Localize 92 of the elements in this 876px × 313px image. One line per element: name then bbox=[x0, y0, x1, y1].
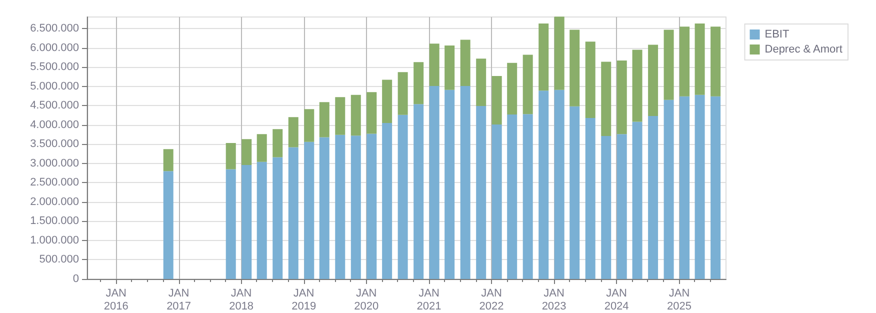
bar bbox=[710, 96, 721, 279]
legend-label: EBIT bbox=[764, 28, 790, 40]
bar bbox=[476, 58, 486, 106]
bar bbox=[570, 106, 580, 279]
bar bbox=[382, 80, 392, 123]
x-tick-label: JAN 2022 bbox=[479, 288, 504, 312]
bar bbox=[350, 136, 361, 279]
bar bbox=[476, 106, 486, 279]
bar bbox=[288, 117, 298, 148]
bar bbox=[585, 42, 596, 118]
bar bbox=[414, 104, 424, 279]
y-tick-label: 1.000.000 bbox=[30, 234, 79, 246]
y-tick-label: 0 bbox=[72, 273, 79, 285]
bar bbox=[272, 129, 283, 158]
y-tick-label: 2.000.000 bbox=[30, 196, 79, 208]
bar bbox=[398, 114, 408, 279]
y-tick-label: 4.500.000 bbox=[30, 100, 79, 112]
y-tick-label: 5.000.000 bbox=[30, 80, 79, 92]
bar bbox=[648, 44, 658, 116]
bar bbox=[242, 164, 252, 279]
bar bbox=[601, 136, 612, 279]
bar bbox=[664, 30, 674, 100]
bar bbox=[272, 157, 283, 279]
x-tick-label: JAN 2019 bbox=[292, 288, 316, 312]
bar bbox=[632, 122, 642, 279]
x-tick-label: JAN 2021 bbox=[416, 288, 442, 312]
bar bbox=[444, 90, 455, 279]
bar bbox=[648, 116, 658, 279]
bar bbox=[366, 92, 377, 134]
bar bbox=[554, 16, 564, 90]
bar bbox=[664, 100, 674, 279]
bar bbox=[507, 114, 518, 279]
y-tick-label: 3.500.000 bbox=[30, 138, 79, 150]
bar bbox=[710, 26, 721, 96]
bar bbox=[242, 139, 252, 165]
bar bbox=[335, 134, 346, 279]
y-tick-label: 3.000.000 bbox=[30, 157, 79, 170]
y-tick-label: 6.000.000 bbox=[30, 42, 79, 54]
bar bbox=[256, 134, 267, 162]
x-tick-label: JAN 2024 bbox=[604, 288, 629, 312]
bar bbox=[226, 142, 236, 170]
bar bbox=[680, 96, 690, 279]
x-tick-label: JAN 2018 bbox=[229, 288, 254, 312]
bar bbox=[429, 86, 440, 279]
bar bbox=[163, 149, 174, 172]
bar bbox=[304, 142, 314, 279]
x-tick-label: JAN 2023 bbox=[542, 288, 566, 312]
bar bbox=[538, 90, 549, 279]
x-tick-label: JAN 2025 bbox=[667, 288, 692, 312]
bar bbox=[492, 76, 502, 124]
y-tick-label: 1.500.000 bbox=[30, 215, 79, 228]
bar bbox=[256, 162, 267, 279]
bar bbox=[398, 72, 408, 115]
bar bbox=[632, 50, 642, 122]
y-tick-label: 6.500.000 bbox=[30, 22, 79, 35]
x-tick-label: JAN 2016 bbox=[104, 288, 128, 312]
bar bbox=[538, 24, 549, 91]
bar bbox=[616, 60, 627, 134]
bar bbox=[694, 24, 705, 95]
bar bbox=[444, 46, 455, 90]
bar bbox=[163, 171, 174, 279]
bar bbox=[585, 118, 596, 279]
y-tick-label: 5.500.000 bbox=[30, 61, 79, 74]
bar bbox=[554, 90, 564, 279]
bar bbox=[460, 86, 470, 279]
bar bbox=[304, 109, 314, 142]
bar bbox=[414, 62, 424, 104]
x-tick-label: JAN 2017 bbox=[166, 288, 192, 312]
bar bbox=[507, 62, 518, 114]
bar bbox=[335, 97, 346, 135]
bar bbox=[492, 124, 502, 279]
bar bbox=[601, 62, 612, 136]
bar bbox=[694, 94, 705, 279]
bar bbox=[319, 137, 330, 279]
bar bbox=[382, 122, 392, 279]
bar bbox=[522, 54, 533, 114]
bar bbox=[460, 40, 470, 86]
bar bbox=[350, 94, 361, 136]
y-tick-label: 500.000 bbox=[39, 254, 79, 266]
bar bbox=[429, 44, 440, 86]
y-tick-label: 2.500.000 bbox=[30, 176, 79, 189]
bar bbox=[570, 30, 580, 106]
bar bbox=[288, 147, 298, 279]
y-tick-label: 4.000.000 bbox=[30, 118, 79, 131]
legend-label: Deprec & Amort bbox=[764, 44, 842, 56]
x-tick-label: JAN 2020 bbox=[354, 288, 379, 312]
bar bbox=[226, 169, 236, 279]
bar bbox=[522, 114, 533, 279]
bar bbox=[680, 26, 690, 96]
bar bbox=[319, 102, 330, 138]
bar bbox=[366, 134, 377, 279]
bar bbox=[616, 134, 627, 279]
